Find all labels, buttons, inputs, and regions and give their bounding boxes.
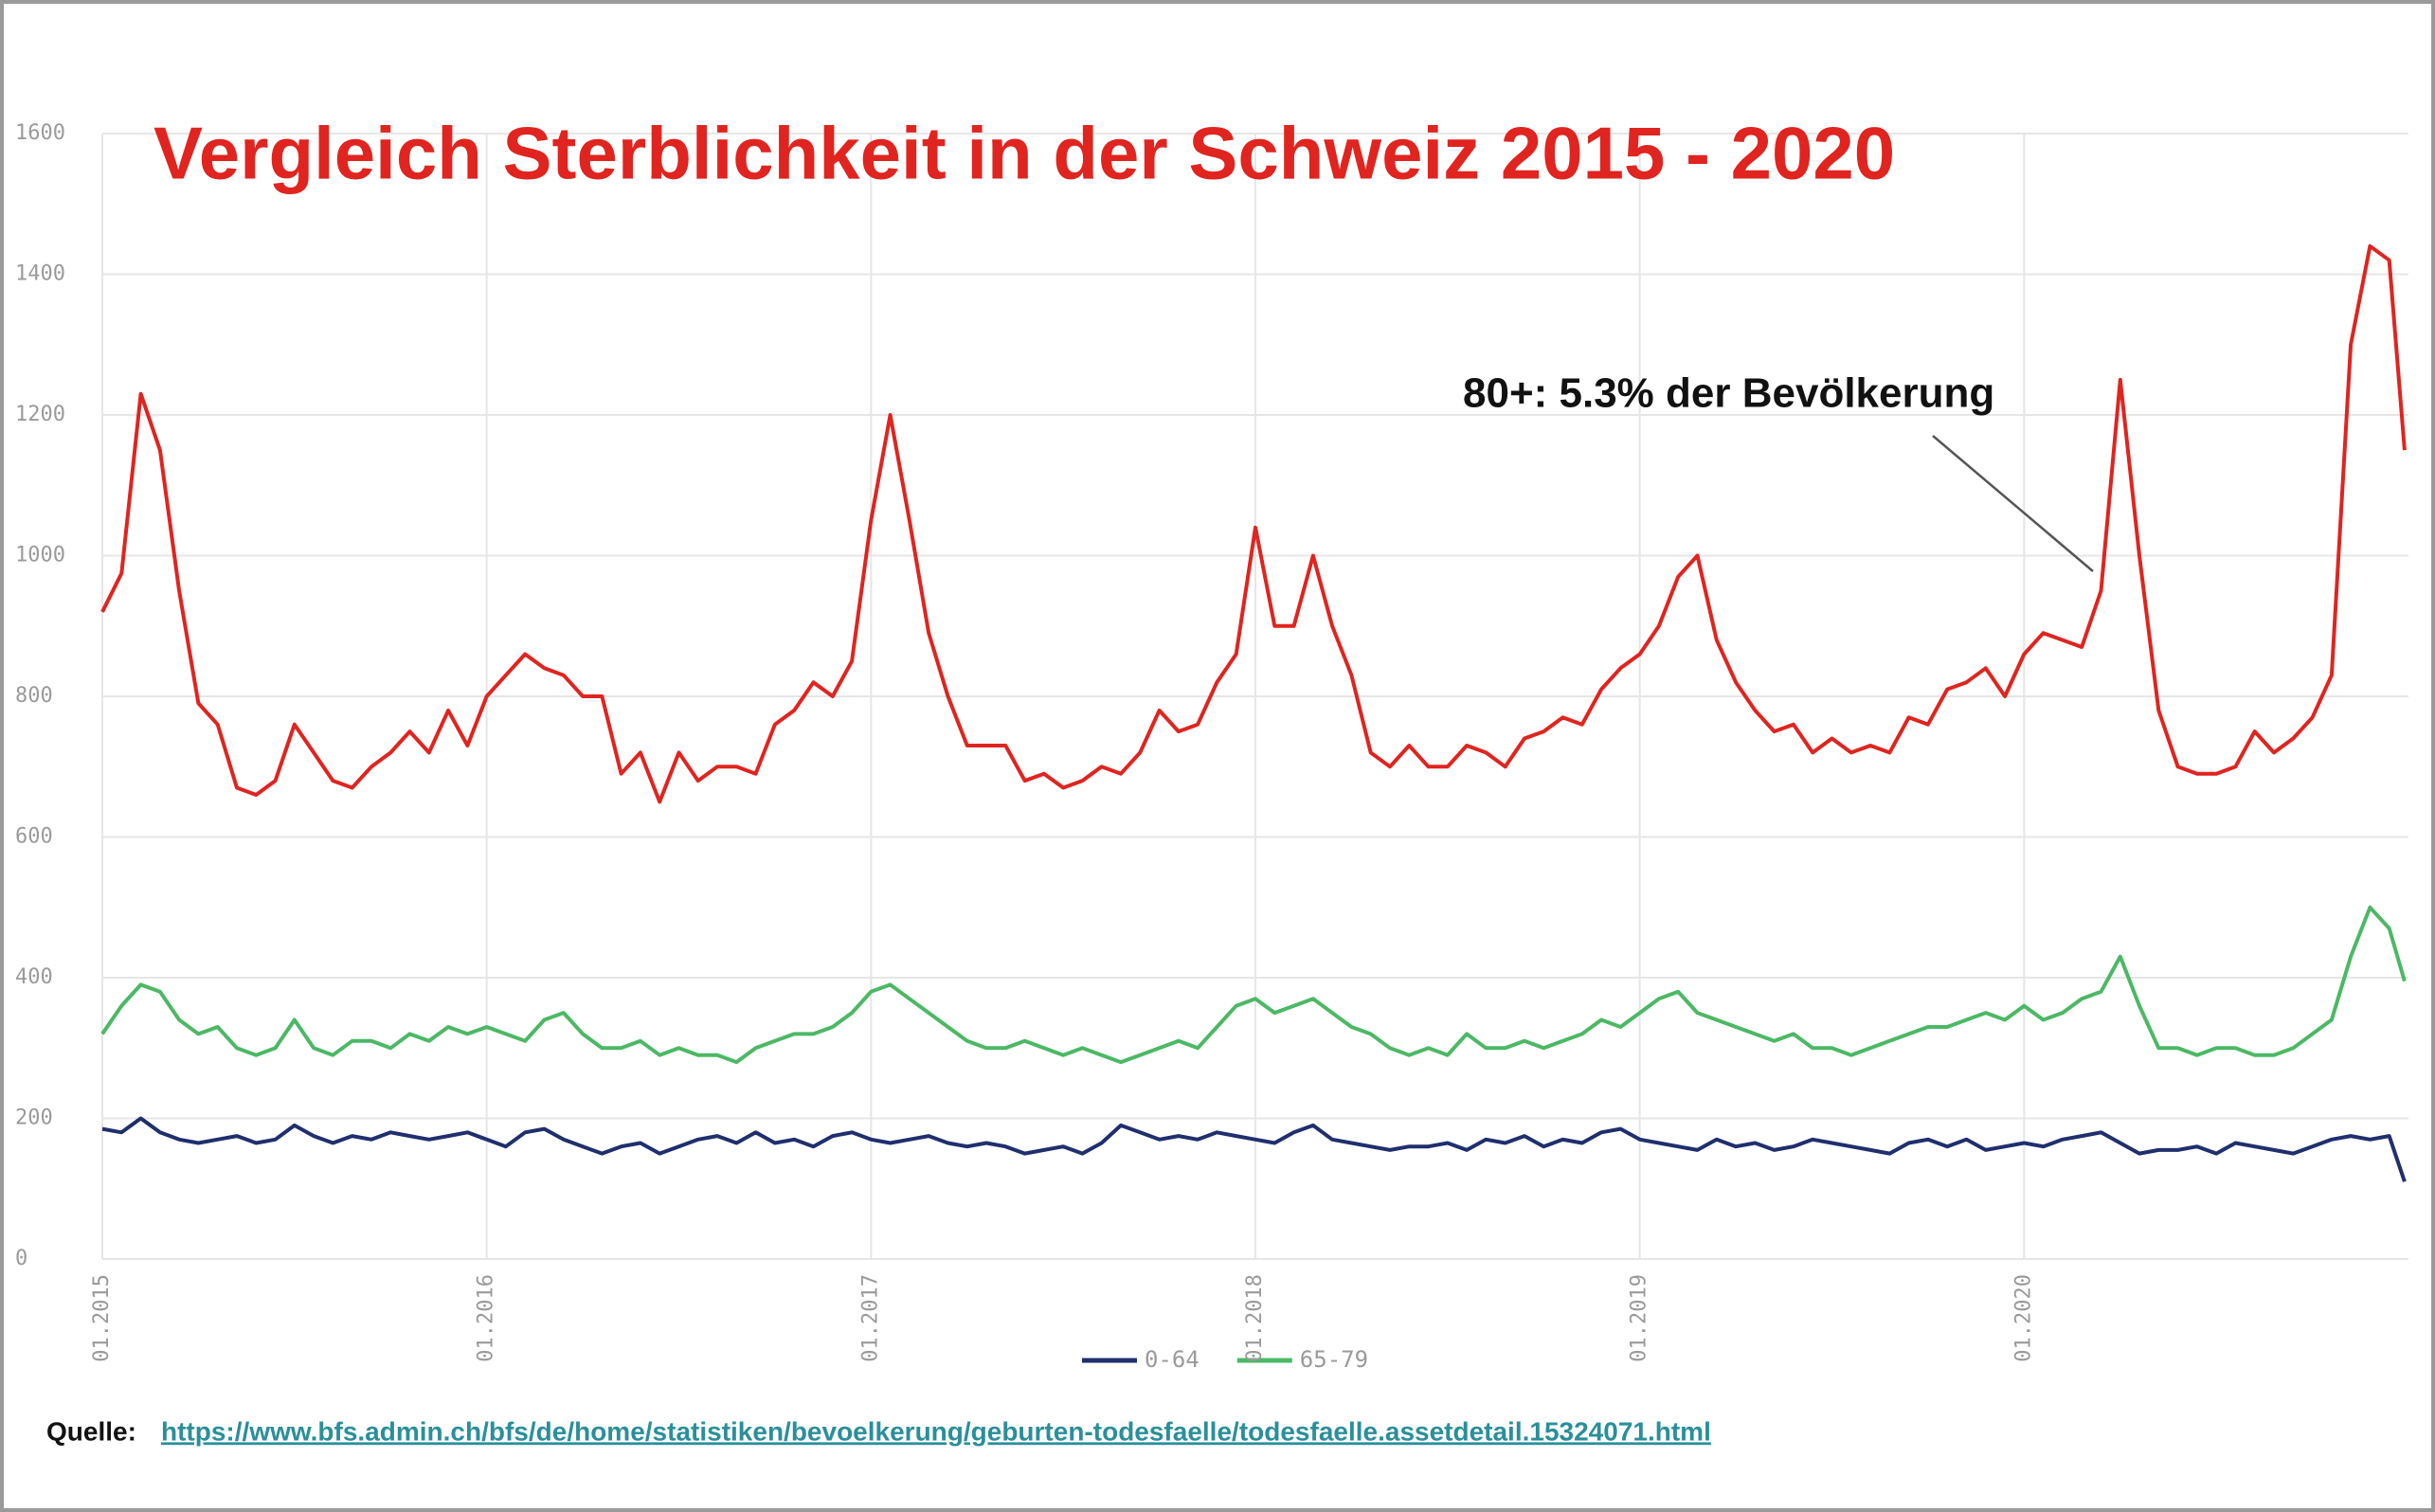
y-tick-label: 1000 [15,544,65,567]
source-label: Quelle: [46,1416,136,1446]
series-line [101,1116,2407,1182]
grid [101,133,2408,1260]
y-tick-label: 1400 [15,262,65,286]
y-tick-label: 200 [15,1107,53,1130]
y-tick-label: 400 [15,965,53,989]
annotation: 80+: 5.3% der Bevölkerung [1463,370,1994,417]
chart-title: Vergleich Sterblichkeit in der Schweiz 2… [153,112,1895,195]
legend-label: 0-64 [1145,1346,1199,1373]
y-tick-label: 1200 [15,403,65,426]
annotation-leader [1932,435,2094,572]
y-tick-label: 800 [15,684,53,708]
plot [100,243,2407,1182]
series-line [100,905,2407,1065]
x-tick-label: 01.2018 [1243,1274,1267,1362]
y-tick-label: 1600 [15,121,65,145]
y-tick-label: 0 [15,1247,27,1270]
x-tick-label: 01.2017 [858,1274,882,1362]
x-tick-label: 01.2019 [1628,1274,1651,1362]
x-tick-label: 01.2020 [2011,1274,2035,1362]
legend-label: 65-79 [1300,1346,1368,1373]
legend: 0-64 65-79 [1082,1346,1368,1373]
source-link[interactable]: https://www.bfs.admin.ch/bfs/de/home/sta… [161,1416,1711,1446]
x-tick-label: 01.2016 [475,1274,498,1362]
series-line [100,243,2407,804]
x-tick-label: 01.2015 [90,1274,114,1362]
y-tick-label: 600 [15,825,53,849]
